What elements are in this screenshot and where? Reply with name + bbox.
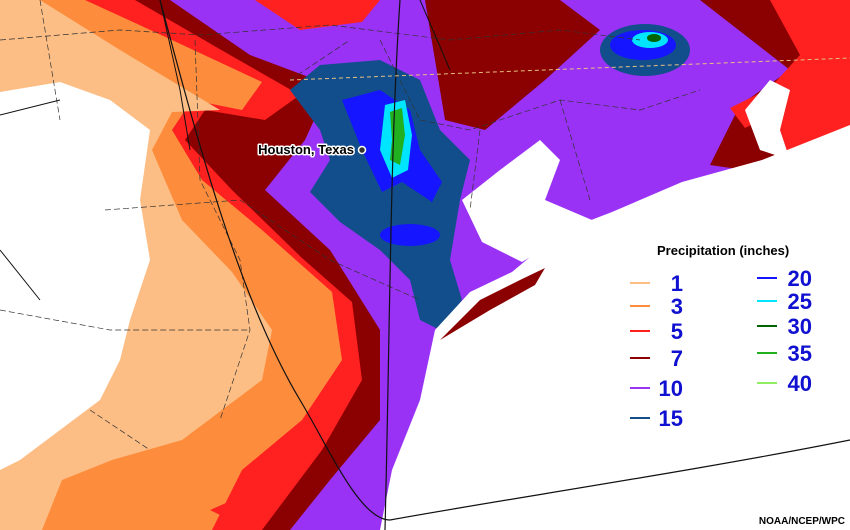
credit: NOAA/NCEP/WPC [759,516,845,527]
legend-label: 40 [788,371,812,396]
contour [380,224,440,246]
legend-label: 10 [659,376,683,401]
gulf [380,125,850,530]
coast-strip [440,268,545,340]
bay [462,140,592,262]
boundary [289,57,850,81]
legend-label: 7 [671,346,683,371]
bay [745,80,790,160]
legend-label: 15 [659,406,683,431]
legend-label: 1 [671,271,683,296]
track [159,0,850,521]
legend-label: 20 [788,266,812,291]
legend-label: 25 [788,289,812,314]
legend-title: Precipitation (inches) [657,243,789,258]
contour [95,455,195,530]
contour [647,34,661,42]
no-rain-area [0,82,150,470]
city-dot [357,145,367,155]
track [384,0,401,530]
city-label: Houston, Texas [258,142,354,157]
legend-label: 5 [671,319,683,344]
legend-label: 30 [788,314,812,339]
legend-label: 35 [788,341,812,366]
contour [255,0,380,30]
legend-label: 3 [671,294,683,319]
contour [425,0,600,130]
contour [290,60,470,330]
coast-strip [210,488,280,520]
